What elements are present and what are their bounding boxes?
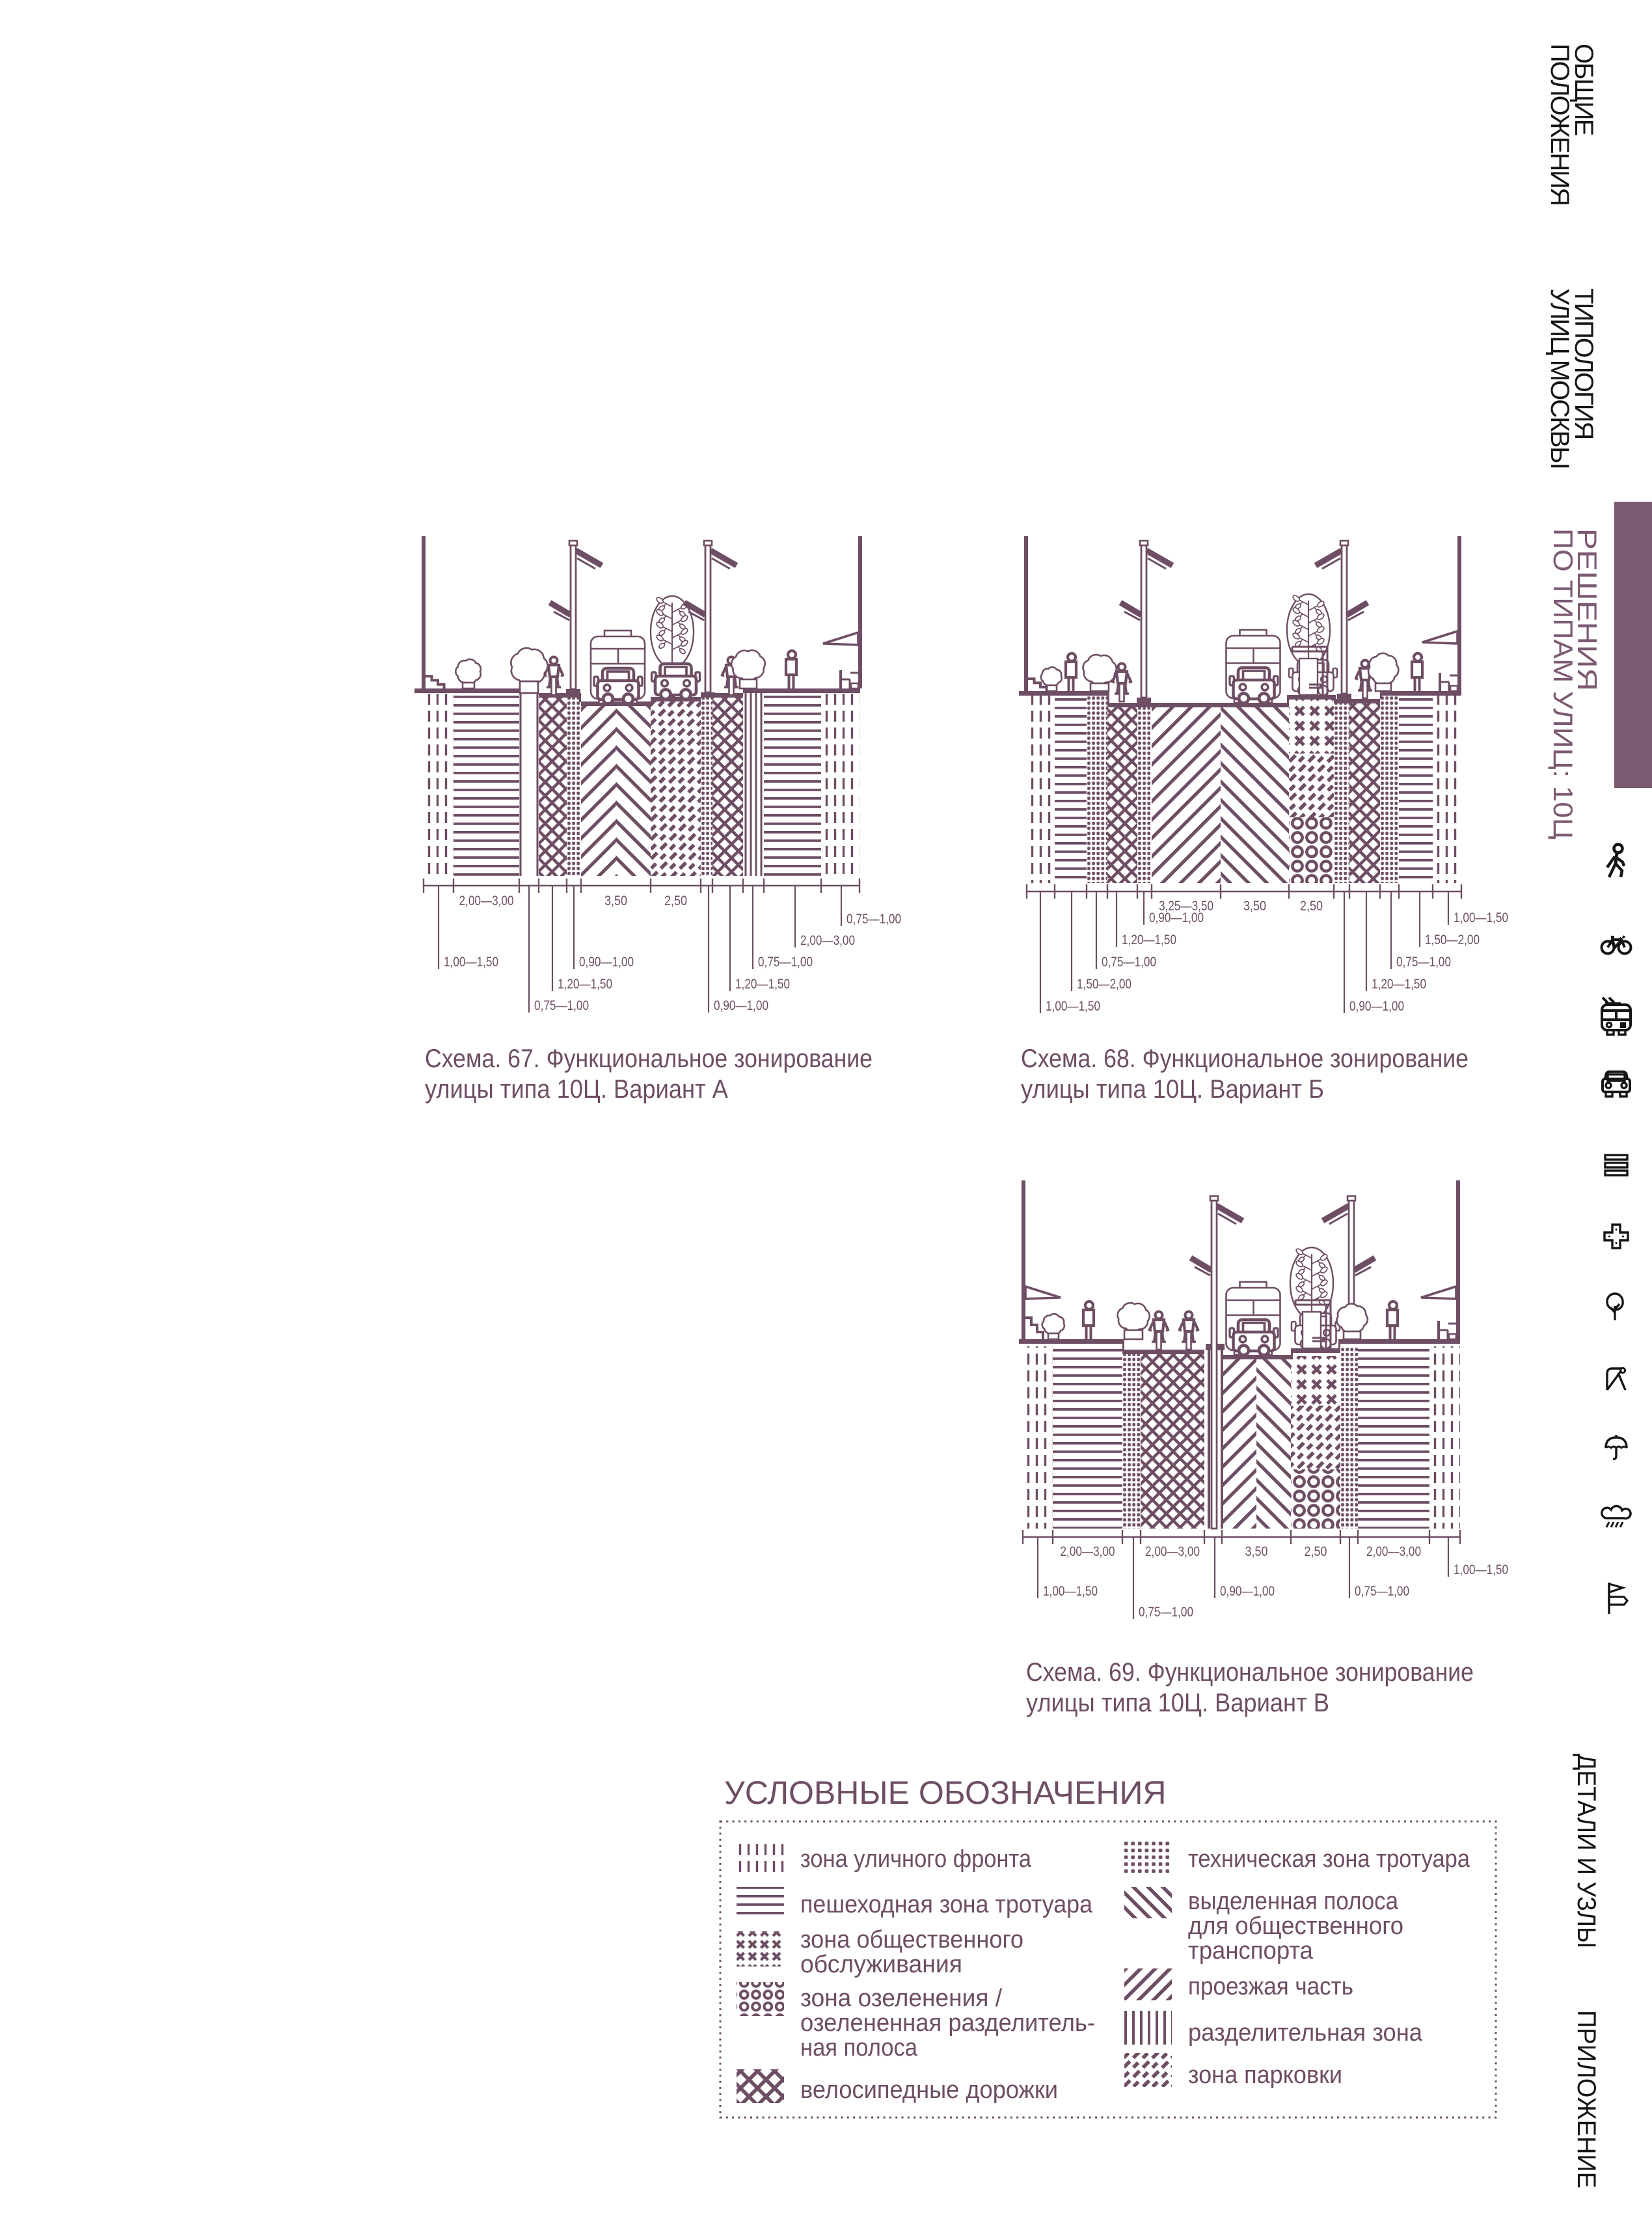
svg-text:2,00—3,00: 2,00—3,00 xyxy=(800,932,855,948)
svg-text:транспорта: транспорта xyxy=(1188,1937,1314,1965)
svg-text:1,00—1,50: 1,00—1,50 xyxy=(1046,998,1100,1014)
svg-text:1,00—1,50: 1,00—1,50 xyxy=(1454,910,1508,925)
svg-text:0,75—1,00: 0,75—1,00 xyxy=(1102,954,1156,970)
svg-text:Схема. 67. Функциональное зони: Схема. 67. Функциональное зонирование xyxy=(425,1044,873,1073)
svg-text:ТИПОЛОГИЯ: ТИПОЛОГИЯ xyxy=(1569,288,1598,439)
svg-text:0,75—1,00: 0,75—1,00 xyxy=(1396,954,1451,970)
svg-text:2,50: 2,50 xyxy=(1300,898,1323,914)
svg-text:0,90—1,00: 0,90—1,00 xyxy=(1349,998,1404,1014)
svg-text:зона общественного: зона общественного xyxy=(800,1926,1023,1953)
svg-text:ная полоса: ная полоса xyxy=(800,2034,918,2062)
svg-text:0,75—1,00: 0,75—1,00 xyxy=(1355,1583,1409,1599)
svg-text:1,20—1,50: 1,20—1,50 xyxy=(1122,932,1176,947)
svg-text:2,00—3,00: 2,00—3,00 xyxy=(1145,1544,1200,1559)
svg-text:3,50: 3,50 xyxy=(604,893,627,908)
svg-text:для общественного: для общественного xyxy=(1188,1912,1403,1940)
svg-text:0,90—1,00: 0,90—1,00 xyxy=(1149,910,1204,925)
svg-text:3,50: 3,50 xyxy=(1245,1544,1268,1559)
svg-text:2,50: 2,50 xyxy=(1305,1544,1327,1559)
svg-text:озелененная разделитель-: озелененная разделитель- xyxy=(800,2009,1095,2037)
svg-text:ПОЛОЖЕНИЯ: ПОЛОЖЕНИЯ xyxy=(1545,44,1574,205)
svg-text:ПРИЛОЖЕНИЕ: ПРИЛОЖЕНИЕ xyxy=(1572,2010,1601,2188)
svg-text:0,90—1,00: 0,90—1,00 xyxy=(1220,1583,1275,1599)
svg-text:разделительная зона: разделительная зона xyxy=(1188,2019,1423,2047)
svg-text:ОБЩИЕ: ОБЩИЕ xyxy=(1569,44,1598,135)
svg-text:3,50: 3,50 xyxy=(1243,898,1266,914)
svg-text:2,00—3,00: 2,00—3,00 xyxy=(459,893,514,908)
svg-text:1,20—1,50: 1,20—1,50 xyxy=(1372,976,1426,992)
svg-text:0,75—1,00: 0,75—1,00 xyxy=(846,911,901,927)
svg-text:2,00—3,00: 2,00—3,00 xyxy=(1366,1544,1421,1559)
svg-text:велосипедные дорожки: велосипедные дорожки xyxy=(800,2076,1058,2104)
svg-text:улицы типа 10Ц. Вариант В: улицы типа 10Ц. Вариант В xyxy=(1026,1689,1329,1717)
svg-text:0,75—1,00: 0,75—1,00 xyxy=(758,954,813,970)
svg-text:0,75—1,00: 0,75—1,00 xyxy=(534,998,589,1013)
svg-text:обслуживания: обслуживания xyxy=(800,1951,962,1978)
svg-text:2,50: 2,50 xyxy=(664,893,687,908)
svg-text:0,75—1,00: 0,75—1,00 xyxy=(1139,1604,1193,1620)
svg-text:Схема. 68. Функциональное зони: Схема. 68. Функциональное зонирование xyxy=(1021,1044,1469,1073)
svg-text:1,00—1,50: 1,00—1,50 xyxy=(444,954,498,970)
svg-text:УСЛОВНЫЕ ОБОЗНАЧЕНИЯ: УСЛОВНЫЕ ОБОЗНАЧЕНИЯ xyxy=(724,1775,1167,1811)
svg-text:улицы типа 10Ц. Вариант Б: улицы типа 10Ц. Вариант Б xyxy=(1021,1075,1324,1104)
svg-text:выделенная полоса: выделенная полоса xyxy=(1188,1888,1399,1915)
svg-text:УЛИЦ МОСКВЫ: УЛИЦ МОСКВЫ xyxy=(1545,288,1574,469)
svg-text:0,90—1,00: 0,90—1,00 xyxy=(714,998,768,1013)
svg-text:зона озеленения /: зона озеленения / xyxy=(800,1985,1002,2012)
svg-text:2,00—3,00: 2,00—3,00 xyxy=(1061,1544,1115,1559)
svg-text:зона уличного фронта: зона уличного фронта xyxy=(800,1845,1032,1873)
svg-text:1,50—2,00: 1,50—2,00 xyxy=(1077,976,1131,992)
svg-text:ДЕТАЛИ И УЗЛЫ: ДЕТАЛИ И УЗЛЫ xyxy=(1572,1754,1601,1948)
svg-text:ПО ТИПАМ УЛИЦ: 10Ц: ПО ТИПАМ УЛИЦ: 10Ц xyxy=(1548,528,1578,839)
svg-text:1,20—1,50: 1,20—1,50 xyxy=(735,976,790,992)
svg-text:1,00—1,50: 1,00—1,50 xyxy=(1043,1583,1098,1599)
svg-text:1,50—2,00: 1,50—2,00 xyxy=(1425,932,1480,947)
svg-text:техническая зона тротуара: техническая зона тротуара xyxy=(1188,1845,1470,1873)
svg-text:3,25—3,50: 3,25—3,50 xyxy=(1159,898,1213,914)
svg-text:0,90—1,00: 0,90—1,00 xyxy=(579,954,634,970)
svg-text:РЕШЕНИЯ: РЕШЕНИЯ xyxy=(1572,528,1603,691)
svg-text:улицы типа 10Ц. Вариант А: улицы типа 10Ц. Вариант А xyxy=(425,1075,728,1104)
svg-text:пешеходная зона тротуара: пешеходная зона тротуара xyxy=(800,1891,1093,1918)
svg-text:1,20—1,50: 1,20—1,50 xyxy=(558,976,612,992)
svg-text:Схема. 69. Функциональное зони: Схема. 69. Функциональное зонирование xyxy=(1026,1658,1474,1687)
svg-text:проезжая часть: проезжая часть xyxy=(1188,1973,1353,2000)
svg-text:зона парковки: зона парковки xyxy=(1188,2062,1342,2089)
svg-text:1,00—1,50: 1,00—1,50 xyxy=(1454,1562,1508,1577)
